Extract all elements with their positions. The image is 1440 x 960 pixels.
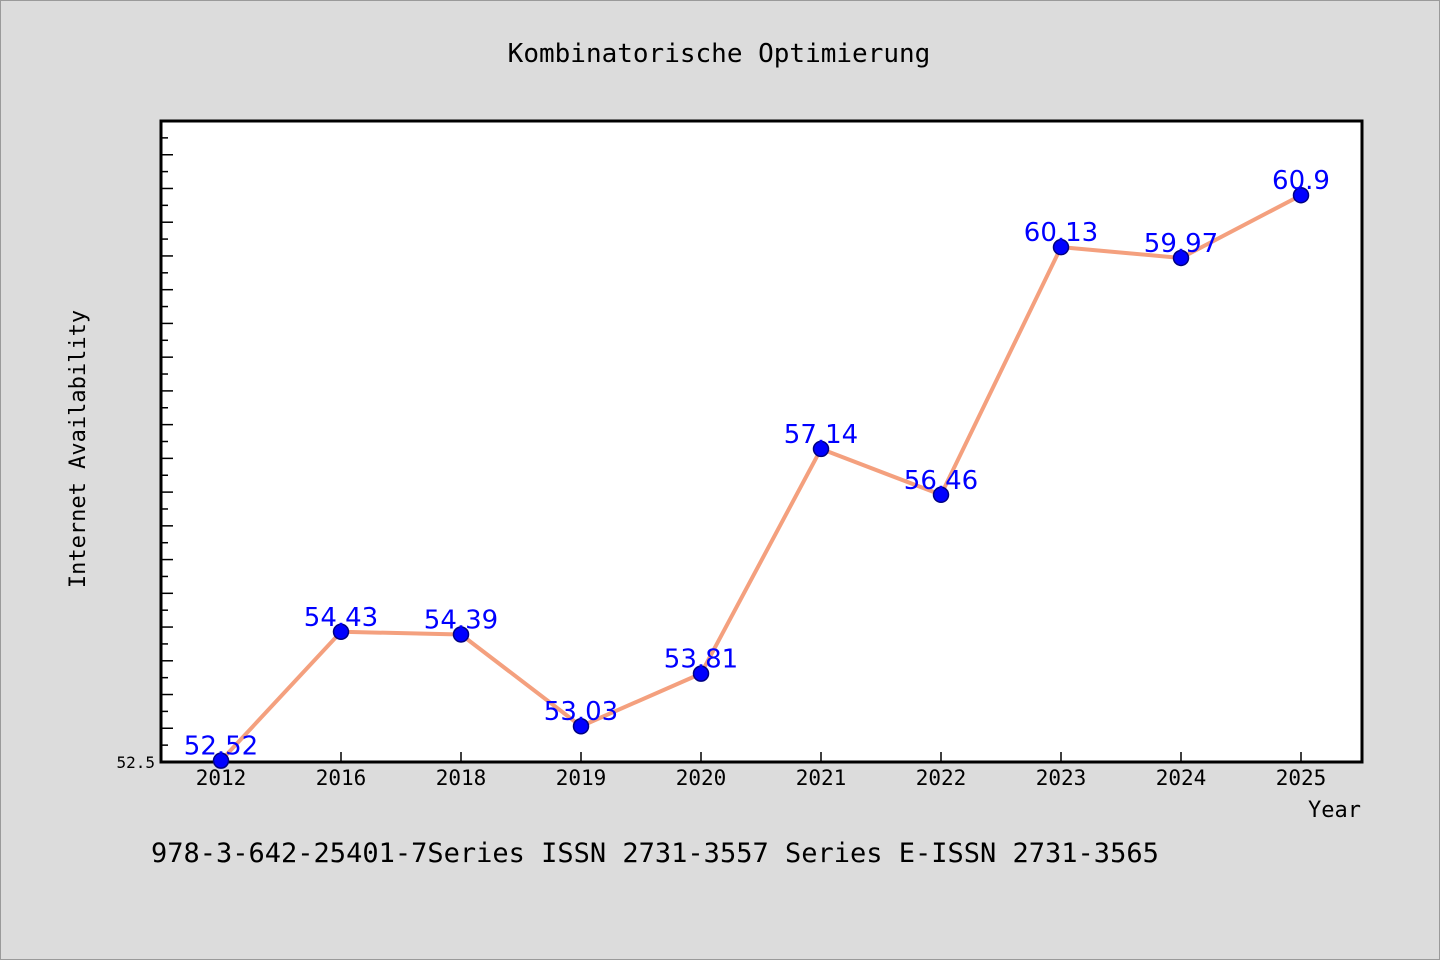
footer-text: 978-3-642-25401-7Series ISSN 2731-3557 S… xyxy=(151,838,1159,869)
data-label: 57.14 xyxy=(784,420,858,450)
data-label: 53.03 xyxy=(544,697,618,727)
data-point-marker xyxy=(1172,249,1190,267)
x-tick-label: 2023 xyxy=(1036,766,1087,790)
data-point-marker xyxy=(1052,238,1070,256)
data-point-marker xyxy=(212,752,230,769)
data-labels: 52.52 54.43 54.39 53.03 53.81 57.14 56.46 60.13… xyxy=(184,166,1330,761)
x-tick-label: 2020 xyxy=(676,766,727,790)
data-markers xyxy=(212,186,1310,769)
data-point-marker xyxy=(1292,186,1310,204)
data-label: 52.52 xyxy=(184,732,258,762)
data-point-marker xyxy=(332,623,350,641)
data-point-marker xyxy=(452,626,470,643)
x-tick-label: 2019 xyxy=(556,766,607,790)
x-tick-label: 2016 xyxy=(316,766,367,790)
x-tick-label: 2018 xyxy=(436,766,487,790)
x-tick-label: 2021 xyxy=(796,766,847,790)
data-label: 60.13 xyxy=(1024,218,1098,248)
x-axis-ticks: 2012 2016 2018 2019 2020 2021 2022 2023 2024 2025 xyxy=(196,752,1327,790)
data-point-marker xyxy=(572,717,590,735)
x-tick-label: 2022 xyxy=(916,766,967,790)
data-point-marker xyxy=(692,665,710,682)
plot-area xyxy=(159,119,1364,764)
data-label: 53.81 xyxy=(664,645,738,675)
data-point-marker xyxy=(812,440,830,458)
data-label: 59.97 xyxy=(1144,229,1218,259)
y-tick-label: 52.5 xyxy=(116,753,155,772)
x-tick-label: 2024 xyxy=(1156,766,1207,790)
x-tick-label: 2012 xyxy=(196,766,247,790)
data-label: 56.46 xyxy=(904,466,978,496)
data-point-marker xyxy=(932,486,950,504)
y-axis-ticks: 52.5 xyxy=(116,120,173,772)
series-line xyxy=(219,193,1302,763)
data-label: 60.9 xyxy=(1272,166,1330,196)
data-label: 54.43 xyxy=(304,603,378,633)
data-label: 54.39 xyxy=(424,605,498,635)
y-axis-label: Internet Availability xyxy=(66,310,91,588)
chart-title: Kombinatorische Optimierung xyxy=(508,39,931,69)
x-tick-label: 2025 xyxy=(1276,766,1327,790)
x-axis-label: Year xyxy=(1308,798,1361,823)
